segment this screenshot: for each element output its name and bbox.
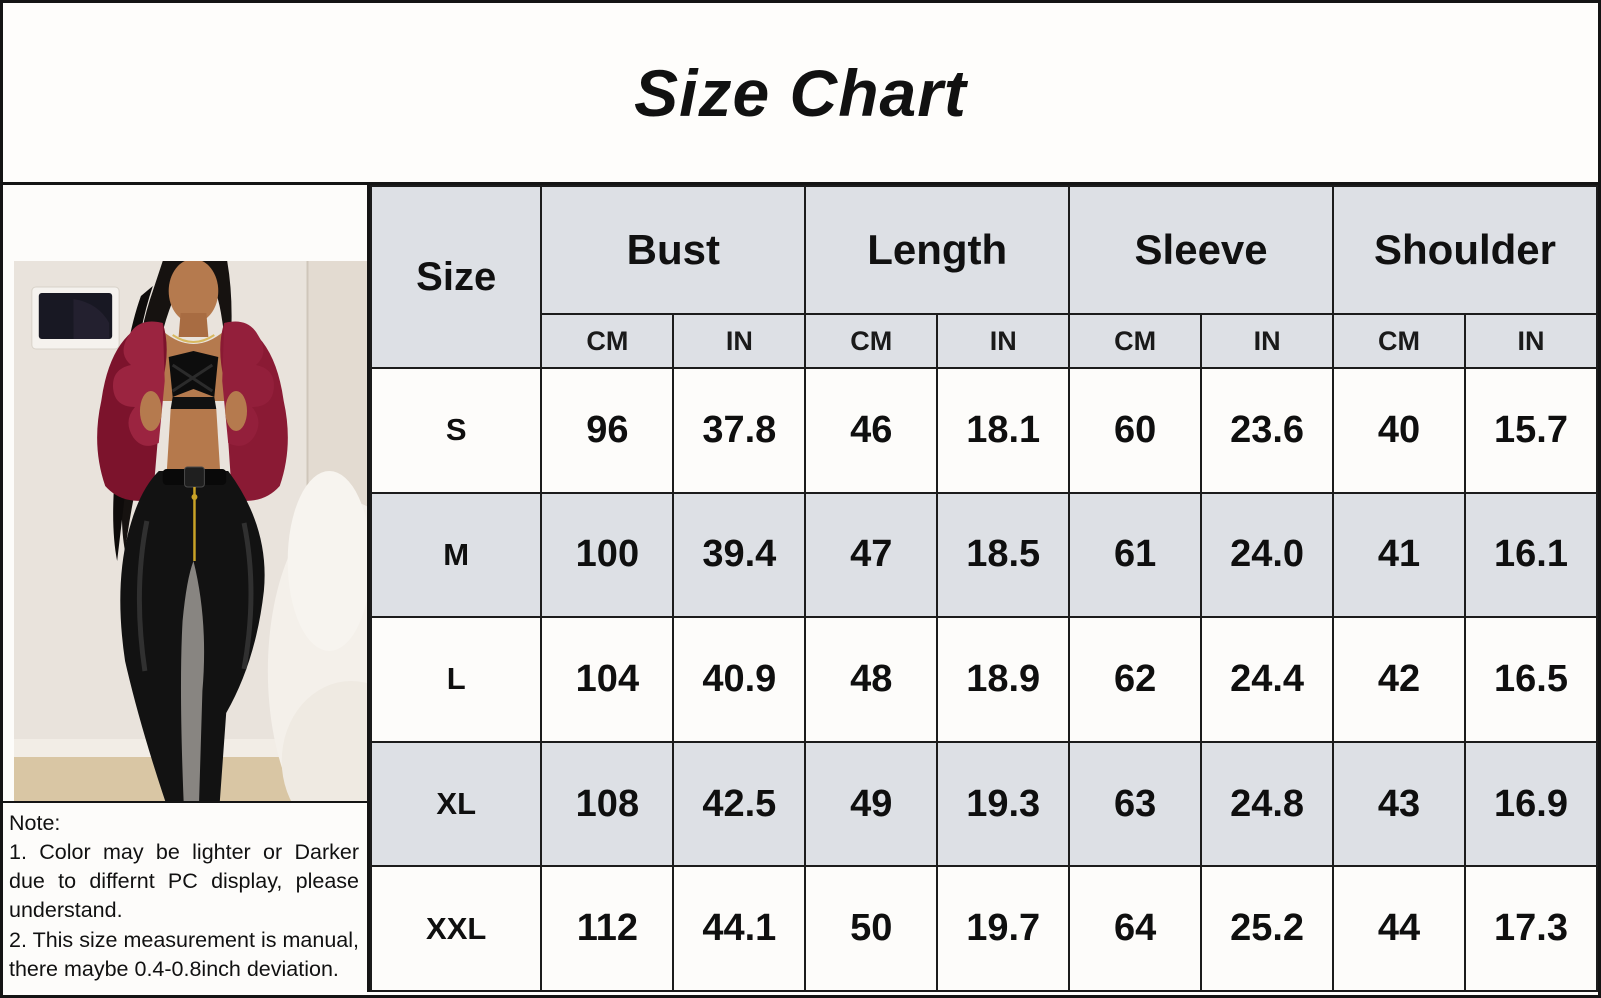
size-label: L <box>369 616 543 743</box>
product-photo-illustration <box>14 261 367 823</box>
measurement-value: 40.9 <box>672 616 807 743</box>
size-table: Size Bust Length Sleeve Shoulder CM IN C… <box>369 185 1599 992</box>
measurement-value: 19.3 <box>936 740 1071 868</box>
measurement-value: 108 <box>540 740 675 868</box>
unit-header-cm: CM <box>1068 313 1203 369</box>
size-label: M <box>369 491 543 619</box>
table-row: XL 108 42.5 49 19.3 63 24.8 43 16.9 <box>369 740 1599 868</box>
measurement-value: 63 <box>1068 740 1203 868</box>
unit-header-in: IN <box>1463 313 1599 369</box>
measurement-value: 24.8 <box>1200 740 1335 868</box>
measurement-value: 46 <box>804 367 939 494</box>
table-row: L 104 40.9 48 18.9 62 24.4 42 16.5 <box>369 616 1599 743</box>
measurement-value: 16.9 <box>1463 740 1599 868</box>
measurement-value: 49 <box>804 740 939 868</box>
measurement-value: 44.1 <box>672 865 807 992</box>
measurement-value: 19.7 <box>936 865 1071 992</box>
content-row: Note: 1. Color may be lighter or Darker … <box>3 185 1599 992</box>
table-row: M 100 39.4 47 18.5 61 24.0 41 16.1 <box>369 491 1599 619</box>
unit-header-cm: CM <box>1332 313 1466 369</box>
measurement-value: 24.0 <box>1200 491 1335 619</box>
unit-header-in: IN <box>672 313 807 369</box>
table-row: XXL 112 44.1 50 19.7 64 25.2 44 17.3 <box>369 865 1599 992</box>
measurement-value: 44 <box>1332 865 1466 992</box>
shoulder-column-header: Shoulder <box>1332 185 1598 315</box>
size-label: XL <box>369 740 543 868</box>
unit-header-in: IN <box>1200 313 1335 369</box>
measurement-value: 15.7 <box>1463 367 1599 494</box>
measurement-value: 112 <box>540 865 675 992</box>
sleeve-column-header: Sleeve <box>1068 185 1335 315</box>
measurement-value: 42.5 <box>672 740 807 868</box>
page-title: Size Chart <box>634 55 967 130</box>
table-area: Size Bust Length Sleeve Shoulder CM IN C… <box>369 185 1599 992</box>
measurement-value: 18.5 <box>936 491 1071 619</box>
measurement-value: 41 <box>1332 491 1466 619</box>
note-title: Note: <box>9 810 61 835</box>
left-panel: Note: 1. Color may be lighter or Darker … <box>3 185 370 992</box>
measurement-value: 60 <box>1068 367 1203 494</box>
product-photo <box>14 261 367 823</box>
measurement-value: 42 <box>1332 616 1466 743</box>
measurement-value: 18.1 <box>936 367 1071 494</box>
measurement-value: 39.4 <box>672 491 807 619</box>
group-header-row: Size Bust Length Sleeve Shoulder <box>369 185 1598 369</box>
unit-header-row: CM IN CM IN CM IN CM IN <box>371 313 1599 369</box>
measurement-value: 96 <box>540 367 675 494</box>
measurement-value: 23.6 <box>1200 367 1335 494</box>
measurement-value: 50 <box>804 865 939 992</box>
measurement-value: 64 <box>1068 865 1203 992</box>
measurement-value: 104 <box>540 616 675 743</box>
bust-column-header: Bust <box>540 185 807 315</box>
note-line-2: 2. This size measurement is manual, ther… <box>9 927 359 981</box>
measurement-value: 16.1 <box>1463 491 1599 619</box>
measurement-value: 40 <box>1332 367 1466 494</box>
unit-header-cm: CM <box>540 313 675 369</box>
measurement-value: 16.5 <box>1463 616 1599 743</box>
unit-header-in: IN <box>936 313 1071 369</box>
title-section: Size Chart <box>3 3 1598 185</box>
note-line-1: 1. Color may be lighter or Darker due to… <box>9 839 359 923</box>
measurement-value: 24.4 <box>1200 616 1335 743</box>
measurement-value: 37.8 <box>672 367 807 494</box>
measurement-value: 43 <box>1332 740 1466 868</box>
measurement-value: 48 <box>804 616 939 743</box>
measurement-value: 18.9 <box>936 616 1071 743</box>
measurement-value: 100 <box>540 491 675 619</box>
unit-header-cm: CM <box>804 313 939 369</box>
size-label: S <box>369 367 543 494</box>
size-table-body: S 96 37.8 46 18.1 60 23.6 40 15.7 M 100 39.4 47 18.5 6… <box>369 367 1599 992</box>
measurement-value: 25.2 <box>1200 865 1335 992</box>
table-row: S 96 37.8 46 18.1 60 23.6 40 15.7 <box>369 367 1599 494</box>
note-box: Note: 1. Color may be lighter or Darker … <box>3 800 367 992</box>
size-label: XXL <box>369 865 543 992</box>
measurement-value: 17.3 <box>1463 865 1599 992</box>
size-column-header: Size <box>369 185 543 369</box>
measurement-value: 47 <box>804 491 939 619</box>
measurement-value: 62 <box>1068 616 1203 743</box>
length-column-header: Length <box>804 185 1071 315</box>
measurement-value: 61 <box>1068 491 1203 619</box>
